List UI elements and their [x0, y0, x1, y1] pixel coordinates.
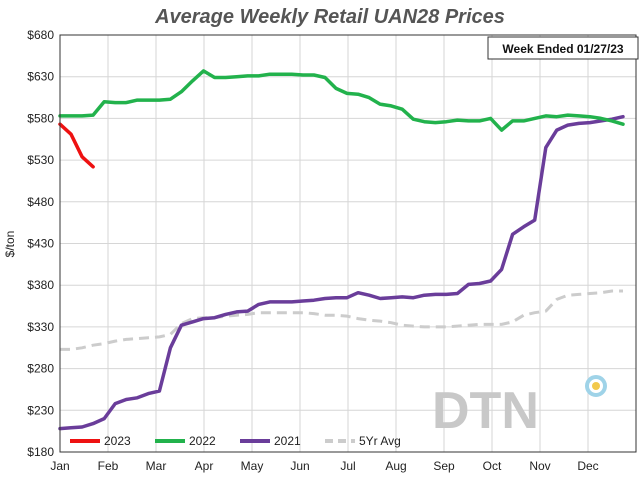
x-tick-label: Nov	[529, 459, 550, 473]
x-tick-label: May	[241, 459, 264, 473]
y-tick-label: $430	[27, 237, 54, 251]
dtn-logo-ring	[585, 375, 607, 397]
y-tick-label: $630	[27, 70, 54, 84]
y-axis-label: $/ton	[3, 231, 17, 258]
annotation-box-frame	[487, 36, 639, 60]
x-tick-label: Dec	[577, 459, 598, 473]
y-tick-label: $530	[27, 153, 54, 167]
x-tick-label: Sep	[433, 459, 455, 473]
dtn-watermark: DTN	[432, 375, 607, 440]
x-tick-label: Mar	[146, 459, 167, 473]
series-line-2021	[58, 114, 625, 431]
y-tick-label: $180	[27, 445, 54, 459]
x-tick-label: Jan	[50, 459, 69, 473]
y-axis-ticks: $180 $230 $280 $330 $380 $430 $480 $530 $580 $630…	[27, 28, 54, 459]
dtn-watermark-text: DTN	[432, 382, 539, 440]
x-tick-label: Jul	[340, 459, 355, 473]
x-tick-label: Jun	[290, 459, 309, 473]
legend-label-2021: 2021	[274, 434, 301, 448]
plot-frame	[59, 34, 637, 453]
series-line-2023	[58, 122, 95, 169]
legend-label-5yr-avg: 5Yr Avg	[359, 434, 401, 448]
y-tick-label: $680	[27, 28, 54, 42]
x-axis-ticks: Jan Feb Mar Apr May Jun Jul Aug Sep Oct Nov Dec	[50, 459, 598, 473]
annotation-text: Week Ended 01/27/23	[502, 42, 624, 56]
y-tick-label: $230	[27, 403, 54, 417]
legend-label-2023: 2023	[104, 434, 131, 448]
x-tick-label: Apr	[195, 459, 214, 473]
x-tick-label: Aug	[385, 459, 406, 473]
y-tick-label: $330	[27, 320, 54, 334]
series-lines	[58, 69, 625, 431]
y-tick-label: $280	[27, 362, 54, 376]
dtn-logo-dot	[592, 382, 600, 390]
x-tick-label: Feb	[98, 459, 119, 473]
legend-label-2022: 2022	[189, 434, 216, 448]
legend: 2023 2022 2021 5Yr Avg	[70, 434, 401, 448]
y-tick-label: $380	[27, 278, 54, 292]
series-line-5yr-avg	[60, 289, 623, 351]
y-tick-label: $480	[27, 195, 54, 209]
annotation-box: Week Ended 01/27/23	[487, 36, 639, 60]
chart-title: Average Weekly Retail UAN28 Prices	[154, 6, 505, 28]
x-tick-label: Oct	[483, 459, 502, 473]
y-tick-label: $580	[27, 111, 54, 125]
series-line-2022	[58, 69, 625, 132]
